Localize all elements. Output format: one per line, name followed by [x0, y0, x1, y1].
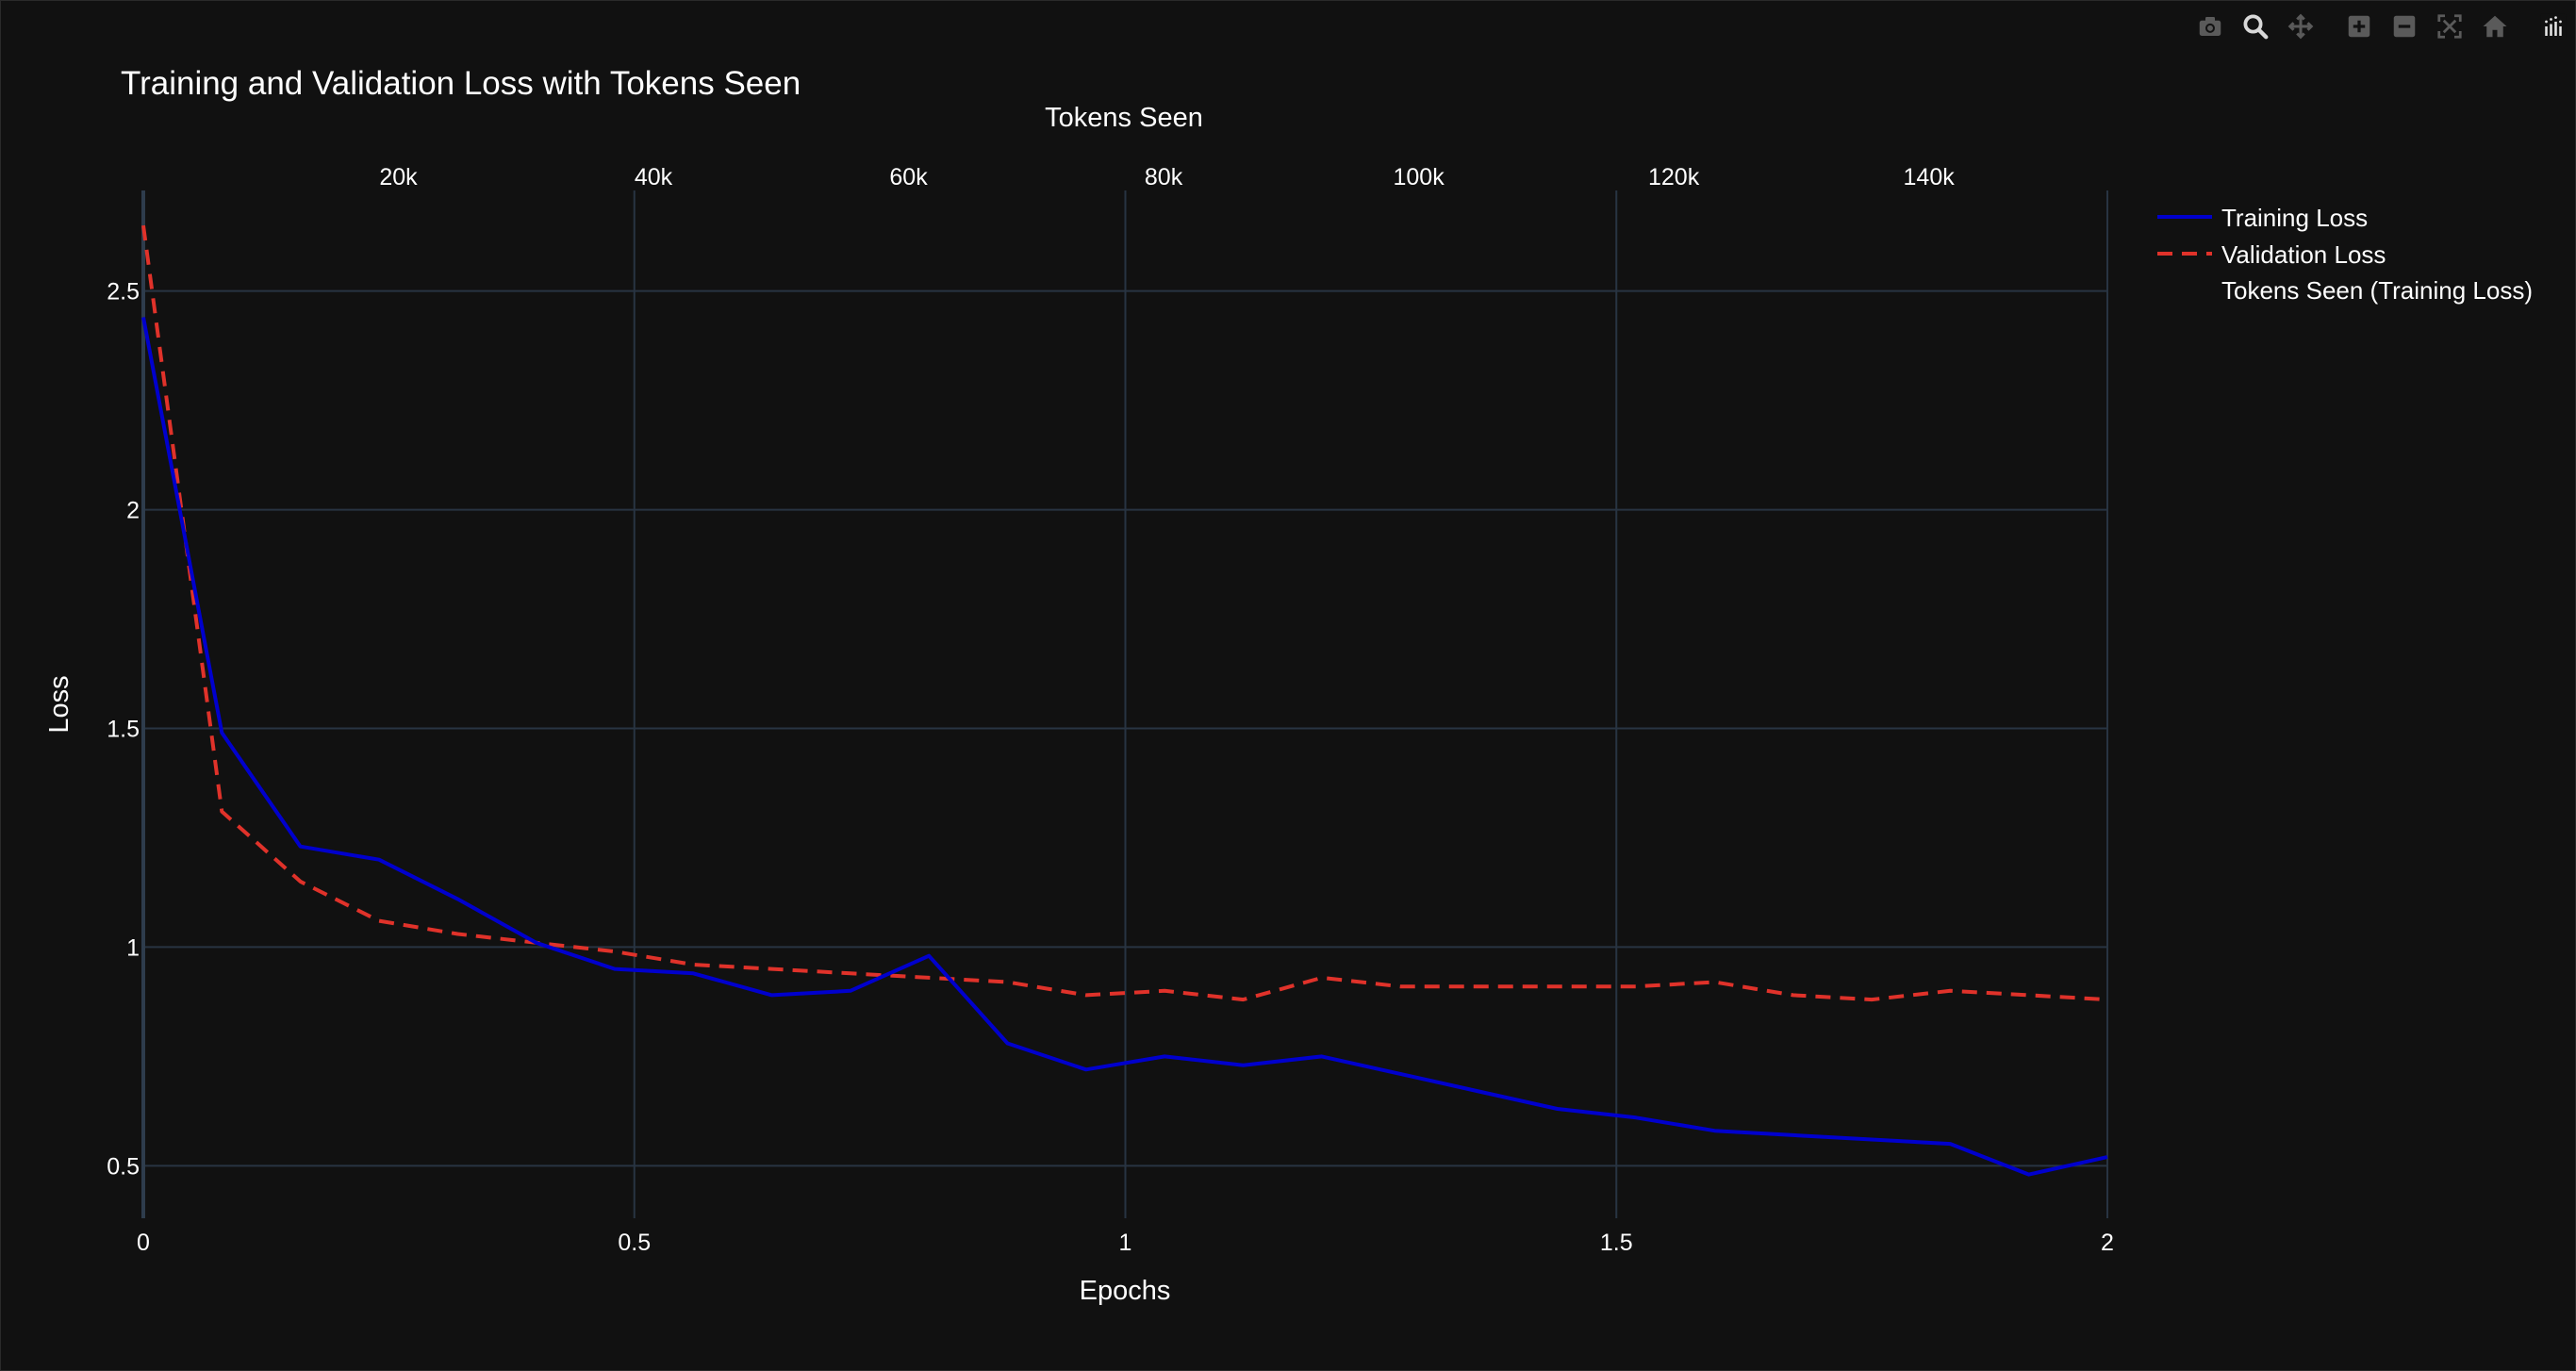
x2-tick-label: 20k	[379, 164, 418, 190]
tick-labels: 0.5 1 1.5 2 2.5 0 0.5 1 1.5 2 20k 40k 60k 80k 100k 120k…	[107, 164, 2114, 1256]
y-tick-label: 2	[126, 498, 140, 524]
x-tick-label: 2	[2101, 1230, 2114, 1256]
camera-icon[interactable]	[2188, 8, 2233, 45]
legend-label-validation: Validation Loss	[2221, 240, 2386, 269]
x-tick-label: 1	[1119, 1230, 1132, 1256]
zoom-in-icon[interactable]	[2337, 8, 2382, 45]
home-icon[interactable]	[2472, 8, 2518, 45]
y-tick-label: 0.5	[107, 1153, 140, 1180]
y-axis-title: Loss	[44, 675, 74, 733]
x2-tick-label: 80k	[1145, 164, 1183, 190]
zoom-out-icon[interactable]	[2382, 8, 2427, 45]
plotly-logo-icon[interactable]	[2531, 8, 2576, 45]
x-tick-label: 1.5	[1600, 1230, 1633, 1256]
validation-loss-line[interactable]	[141, 224, 2108, 1002]
modebar	[2188, 8, 2576, 45]
chart-title: Training and Validation Loss with Tokens…	[121, 65, 801, 102]
x2-tick-label: 60k	[889, 164, 928, 190]
y-tick-label: 2.5	[107, 279, 140, 306]
training-loss-line[interactable]	[141, 317, 2108, 1177]
x-axis-title: Epochs	[1080, 1276, 1171, 1306]
autoscale-icon[interactable]	[2427, 8, 2472, 45]
x-tick-label: 0.5	[618, 1230, 651, 1256]
legend[interactable]: Training Loss Validation Loss Tokens See…	[2157, 204, 2533, 305]
series-lines	[141, 224, 2108, 1177]
gridlines	[143, 190, 2108, 1218]
x2-tick-label: 120k	[1648, 164, 1700, 190]
x2-tick-label: 40k	[635, 164, 673, 190]
x2-tick-label: 100k	[1393, 164, 1445, 190]
legend-item-training[interactable]: Training Loss	[2157, 204, 2368, 232]
pan-icon[interactable]	[2278, 8, 2323, 45]
y-tick-label: 1	[126, 934, 140, 961]
x-tick-label: 0	[137, 1230, 150, 1256]
x2-axis-title: Tokens Seen	[1045, 103, 1203, 133]
x2-tick-label: 140k	[1904, 164, 1956, 190]
y-tick-label: 1.5	[107, 717, 140, 743]
legend-label-tokens: Tokens Seen (Training Loss)	[2221, 276, 2533, 305]
legend-item-validation[interactable]: Validation Loss	[2157, 240, 2386, 269]
legend-item-tokens[interactable]: Tokens Seen (Training Loss)	[2221, 276, 2533, 305]
zoom-icon[interactable]	[2233, 8, 2278, 45]
legend-label-training: Training Loss	[2221, 204, 2368, 232]
